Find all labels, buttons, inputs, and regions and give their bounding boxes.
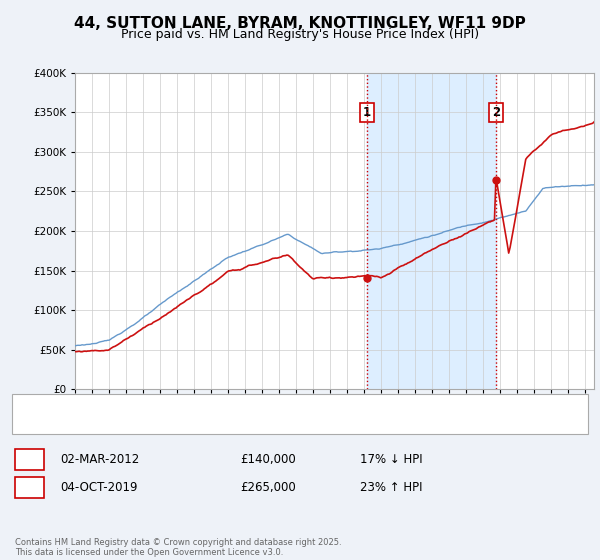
Text: HPI: Average price, semi-detached house, North Yorkshire: HPI: Average price, semi-detached house,… xyxy=(60,419,361,429)
Text: 02-MAR-2012: 02-MAR-2012 xyxy=(60,452,139,466)
Text: 04-OCT-2019: 04-OCT-2019 xyxy=(60,480,137,494)
Text: 1: 1 xyxy=(363,106,371,119)
Text: 2: 2 xyxy=(25,480,34,494)
Text: 44, SUTTON LANE, BYRAM, KNOTTINGLEY, WF11 9DP (semi-detached house): 44, SUTTON LANE, BYRAM, KNOTTINGLEY, WF1… xyxy=(60,400,458,410)
Text: 23% ↑ HPI: 23% ↑ HPI xyxy=(360,480,422,494)
Text: £140,000: £140,000 xyxy=(240,452,296,466)
Text: —: — xyxy=(24,398,38,412)
Text: Price paid vs. HM Land Registry's House Price Index (HPI): Price paid vs. HM Land Registry's House … xyxy=(121,28,479,41)
Text: —: — xyxy=(24,417,38,431)
Text: 2: 2 xyxy=(492,106,500,119)
Text: Contains HM Land Registry data © Crown copyright and database right 2025.
This d: Contains HM Land Registry data © Crown c… xyxy=(15,538,341,557)
Text: £265,000: £265,000 xyxy=(240,480,296,494)
Text: 1: 1 xyxy=(25,452,34,466)
Text: 44, SUTTON LANE, BYRAM, KNOTTINGLEY, WF11 9DP: 44, SUTTON LANE, BYRAM, KNOTTINGLEY, WF1… xyxy=(74,16,526,31)
Bar xyxy=(367,73,496,389)
Text: 17% ↓ HPI: 17% ↓ HPI xyxy=(360,452,422,466)
